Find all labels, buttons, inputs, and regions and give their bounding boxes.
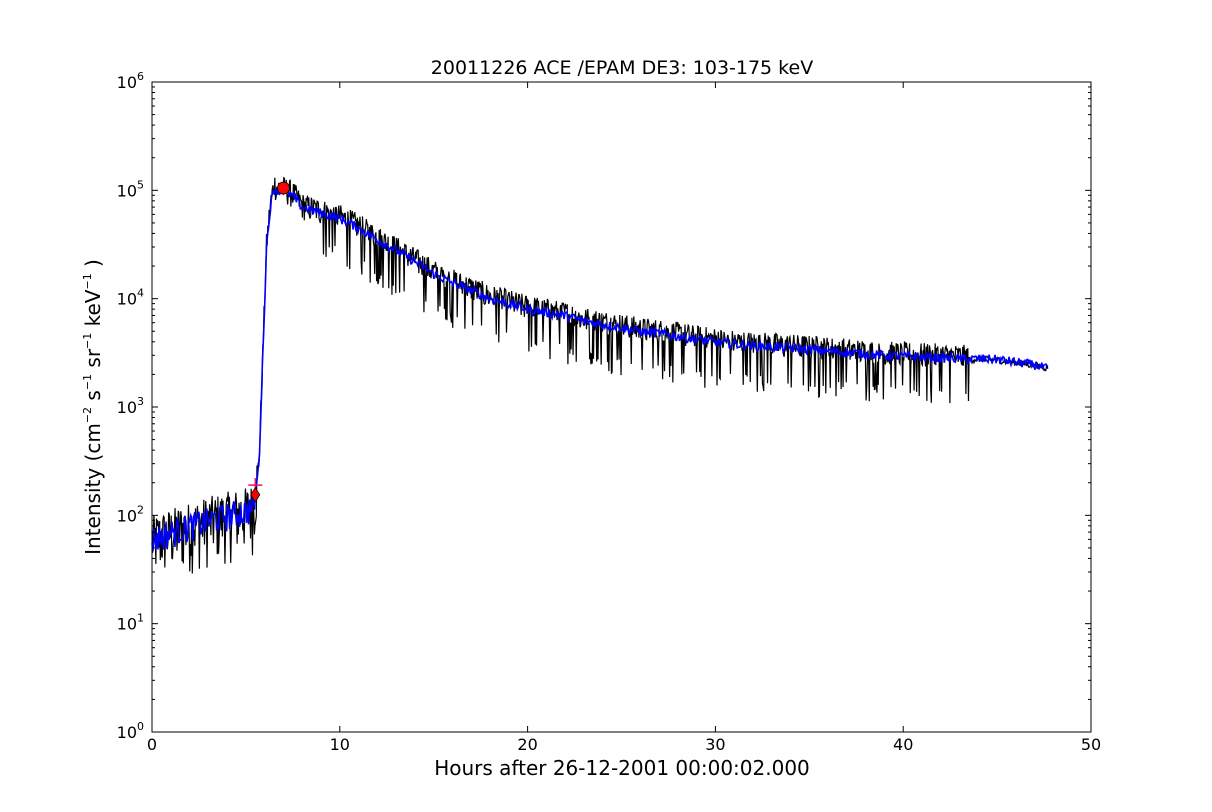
y-tick-label: 104 xyxy=(117,287,144,309)
y-tick-label: 100 xyxy=(117,720,144,742)
peak-marker xyxy=(277,181,290,195)
x-axis-label: Hours after 26-12-2001 00:00:02.000 xyxy=(434,756,810,780)
series-layer xyxy=(151,176,1049,574)
series-line-raw xyxy=(151,176,1049,574)
y-tick-label: 102 xyxy=(117,503,144,525)
x-tick-label: 20 xyxy=(517,735,537,754)
onset-diamond-marker xyxy=(250,486,261,503)
x-tick-label: 40 xyxy=(893,735,913,754)
y-axis: 100 101 102 103 104 105 106 xyxy=(117,70,1091,742)
chart-title: 20011226 ACE /EPAM DE3: 103-175 keV xyxy=(431,57,813,79)
y-tick-label: 101 xyxy=(117,612,144,634)
plot-frame xyxy=(151,81,1092,733)
x-tick-label: 0 xyxy=(147,735,157,754)
series-line-smoothed xyxy=(151,186,1049,552)
x-tick-label: 30 xyxy=(705,735,725,754)
x-tick-label: 50 xyxy=(1081,735,1101,754)
x-axis: 0 10 20 30 40 50 xyxy=(147,82,1101,754)
y-tick-label: 105 xyxy=(117,178,144,200)
x-tick-label: 10 xyxy=(330,735,350,754)
marker-layer xyxy=(248,181,290,503)
y-tick-label: 103 xyxy=(117,395,144,417)
y-tick-label: 106 xyxy=(117,70,144,92)
y-axis-label: Intensity (cm−2 s−1 sr−1 keV−1 ) xyxy=(81,259,105,555)
